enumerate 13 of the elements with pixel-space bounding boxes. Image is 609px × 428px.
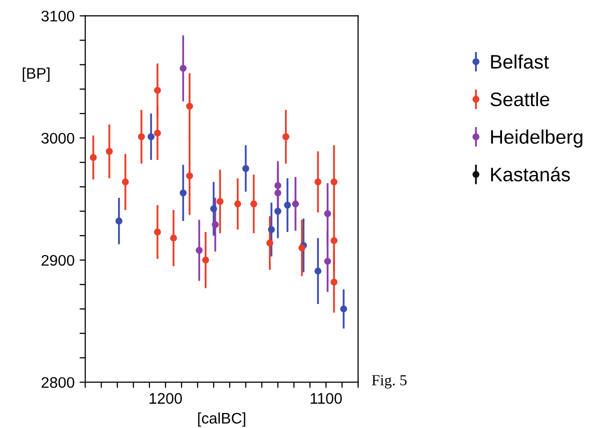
legend-label: Seattle bbox=[490, 92, 550, 106]
x-axis-title: [calBC] bbox=[198, 412, 246, 427]
y-axis-title: [BP] bbox=[22, 68, 50, 82]
y-tick-label: 2900 bbox=[42, 254, 74, 266]
x-tick-label: 1100 bbox=[310, 393, 342, 404]
legend-label: Heidelberg bbox=[491, 130, 582, 148]
legend-label: Kastanás bbox=[491, 166, 570, 182]
caption: Fig. 5 bbox=[372, 375, 407, 388]
y-tick-label: 3100 bbox=[41, 10, 74, 22]
y-tick-label: 3000 bbox=[41, 132, 74, 144]
legend-label: Belfast bbox=[491, 54, 549, 69]
x-tick-label: 1200 bbox=[150, 393, 182, 404]
y-tick-label: 2800 bbox=[42, 377, 74, 388]
